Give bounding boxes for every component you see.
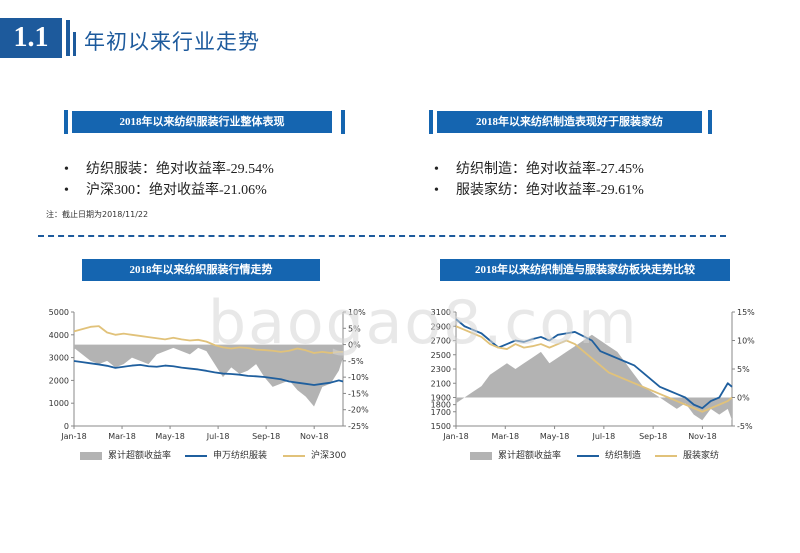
legend-label: 申万纺织服装	[213, 451, 268, 461]
summary-left-list: 纺织服装：绝对收益率-29.54% 沪深300：绝对收益率-21.06%	[62, 159, 274, 201]
legend-label: 沪深300	[311, 451, 347, 461]
series-line-0	[73, 360, 344, 386]
summary-right-heading: 2018年以来纺织制造表现好于服装家纺	[437, 111, 702, 133]
series-area-excess-return	[456, 334, 732, 421]
x-tick-label: Mar-18	[108, 432, 136, 441]
x-tick-label: Mar-18	[491, 432, 519, 441]
x-tick-label: Sep-18	[639, 432, 667, 441]
x-tick-label: May-18	[155, 432, 184, 441]
y-left-tick-label: 4000	[49, 331, 69, 340]
summary-bullet: 纺织服装：绝对收益率-29.54%	[62, 159, 274, 180]
legend-label: 累计超额收益率	[108, 451, 172, 461]
summary-bullet: 沪深300：绝对收益率-21.06%	[62, 180, 274, 201]
y-left-tick-label: 2500	[431, 351, 451, 360]
footnote: 注：截止日期为2018/11/22	[46, 210, 149, 219]
summary-bullet: 服装家纺：绝对收益率-29.61%	[432, 180, 644, 201]
legend-label: 累计超额收益率	[498, 451, 562, 461]
y-left-tick-label: 3100	[431, 308, 451, 317]
y-right-tick-label: -15%	[348, 389, 369, 398]
chart1-title: 2018年以来纺织服装行情走势	[82, 259, 320, 281]
x-tick-label: Jan-18	[442, 432, 468, 441]
y-right-tick-label: -10%	[348, 373, 369, 382]
y-left-tick-label: 1000	[49, 399, 69, 408]
y-right-tick-label: -25%	[348, 422, 369, 431]
heading-edge-right	[341, 110, 345, 134]
y-right-tick-label: -20%	[348, 406, 369, 415]
y-left-tick-label: 1500	[431, 422, 451, 431]
x-tick-label: Jan-18	[60, 432, 86, 441]
heading-edge-right	[708, 110, 712, 134]
legend-item: 纺织制造	[577, 448, 641, 461]
legend-item: 沪深300	[283, 448, 346, 461]
y-right-tick-label: 10%	[348, 308, 366, 317]
legend-swatch-line	[655, 454, 677, 457]
y-left-tick-label: 1800	[431, 401, 451, 410]
section-number: 1.1	[0, 18, 62, 58]
legend-swatch-line	[283, 454, 305, 457]
page-title: 年初以来行业走势	[84, 30, 260, 54]
x-tick-label: Sep-18	[252, 432, 280, 441]
x-tick-label: Nov-18	[688, 432, 716, 441]
section-accent-bar-small	[73, 32, 76, 56]
section-accent-bar	[66, 20, 70, 56]
series-line-0	[455, 318, 733, 410]
heading-edge-left	[429, 110, 433, 134]
legend-swatch-line	[577, 454, 599, 457]
y-left-tick-label: 2900	[431, 322, 451, 331]
y-left-tick-label: 2700	[431, 337, 451, 346]
x-tick-label: Jul-18	[591, 432, 615, 441]
heading-edge-left	[64, 110, 68, 134]
summary-right-list: 纺织制造：绝对收益率-27.45% 服装家纺：绝对收益率-29.61%	[432, 159, 644, 201]
dashed-divider	[38, 235, 726, 237]
legend-item: 累计超额收益率	[80, 448, 171, 461]
y-right-tick-label: 0%	[348, 341, 361, 350]
y-right-tick-label: 5%	[348, 324, 361, 333]
x-tick-label: Jul-18	[206, 432, 230, 441]
y-right-tick-label: -5%	[737, 422, 753, 431]
x-tick-label: Nov-18	[300, 432, 328, 441]
legend-label: 纺织制造	[605, 451, 642, 461]
y-left-tick-label: 2000	[49, 376, 69, 385]
x-tick-label: May-18	[540, 432, 569, 441]
y-left-tick-label: 5000	[49, 308, 69, 317]
y-right-tick-label: -5%	[348, 357, 364, 366]
y-left-tick-label: 0	[64, 422, 69, 431]
legend-swatch-line	[185, 454, 207, 457]
legend-label: 服装家纺	[683, 451, 720, 461]
y-left-tick-label: 2100	[431, 379, 451, 388]
y-left-tick-label: 2300	[431, 365, 451, 374]
series-area-excess-return	[74, 344, 343, 407]
chart2-title: 2018年以来纺织制造与服装家纺板块走势比较	[440, 259, 730, 281]
series-line-1	[455, 325, 733, 413]
legend-item: 服装家纺	[655, 448, 719, 461]
y-right-tick-label: 15%	[737, 308, 755, 317]
y-right-tick-label: 10%	[737, 337, 755, 346]
summary-left-heading: 2018年以来纺织服装行业整体表现	[72, 111, 332, 133]
legend-item: 累计超额收益率	[470, 448, 561, 461]
legend-swatch-area	[80, 451, 102, 460]
summary-bullet: 纺织制造：绝对收益率-27.45%	[432, 159, 644, 180]
legend-item: 申万纺织服装	[185, 448, 267, 461]
chart-industry-trend: 0 1000 2000 3000 4000 5000 10% 5% 0% -5% -10% -15% -…	[49, 308, 369, 441]
y-left-tick-label: 1900	[431, 394, 451, 403]
y-right-tick-label: 0%	[737, 394, 750, 403]
y-left-tick-label: 3000	[49, 354, 69, 363]
y-left-tick-label: 1700	[431, 408, 451, 417]
legend-swatch-area	[470, 451, 492, 460]
series-line-1	[73, 325, 343, 354]
y-right-tick-label: 5%	[737, 365, 750, 374]
